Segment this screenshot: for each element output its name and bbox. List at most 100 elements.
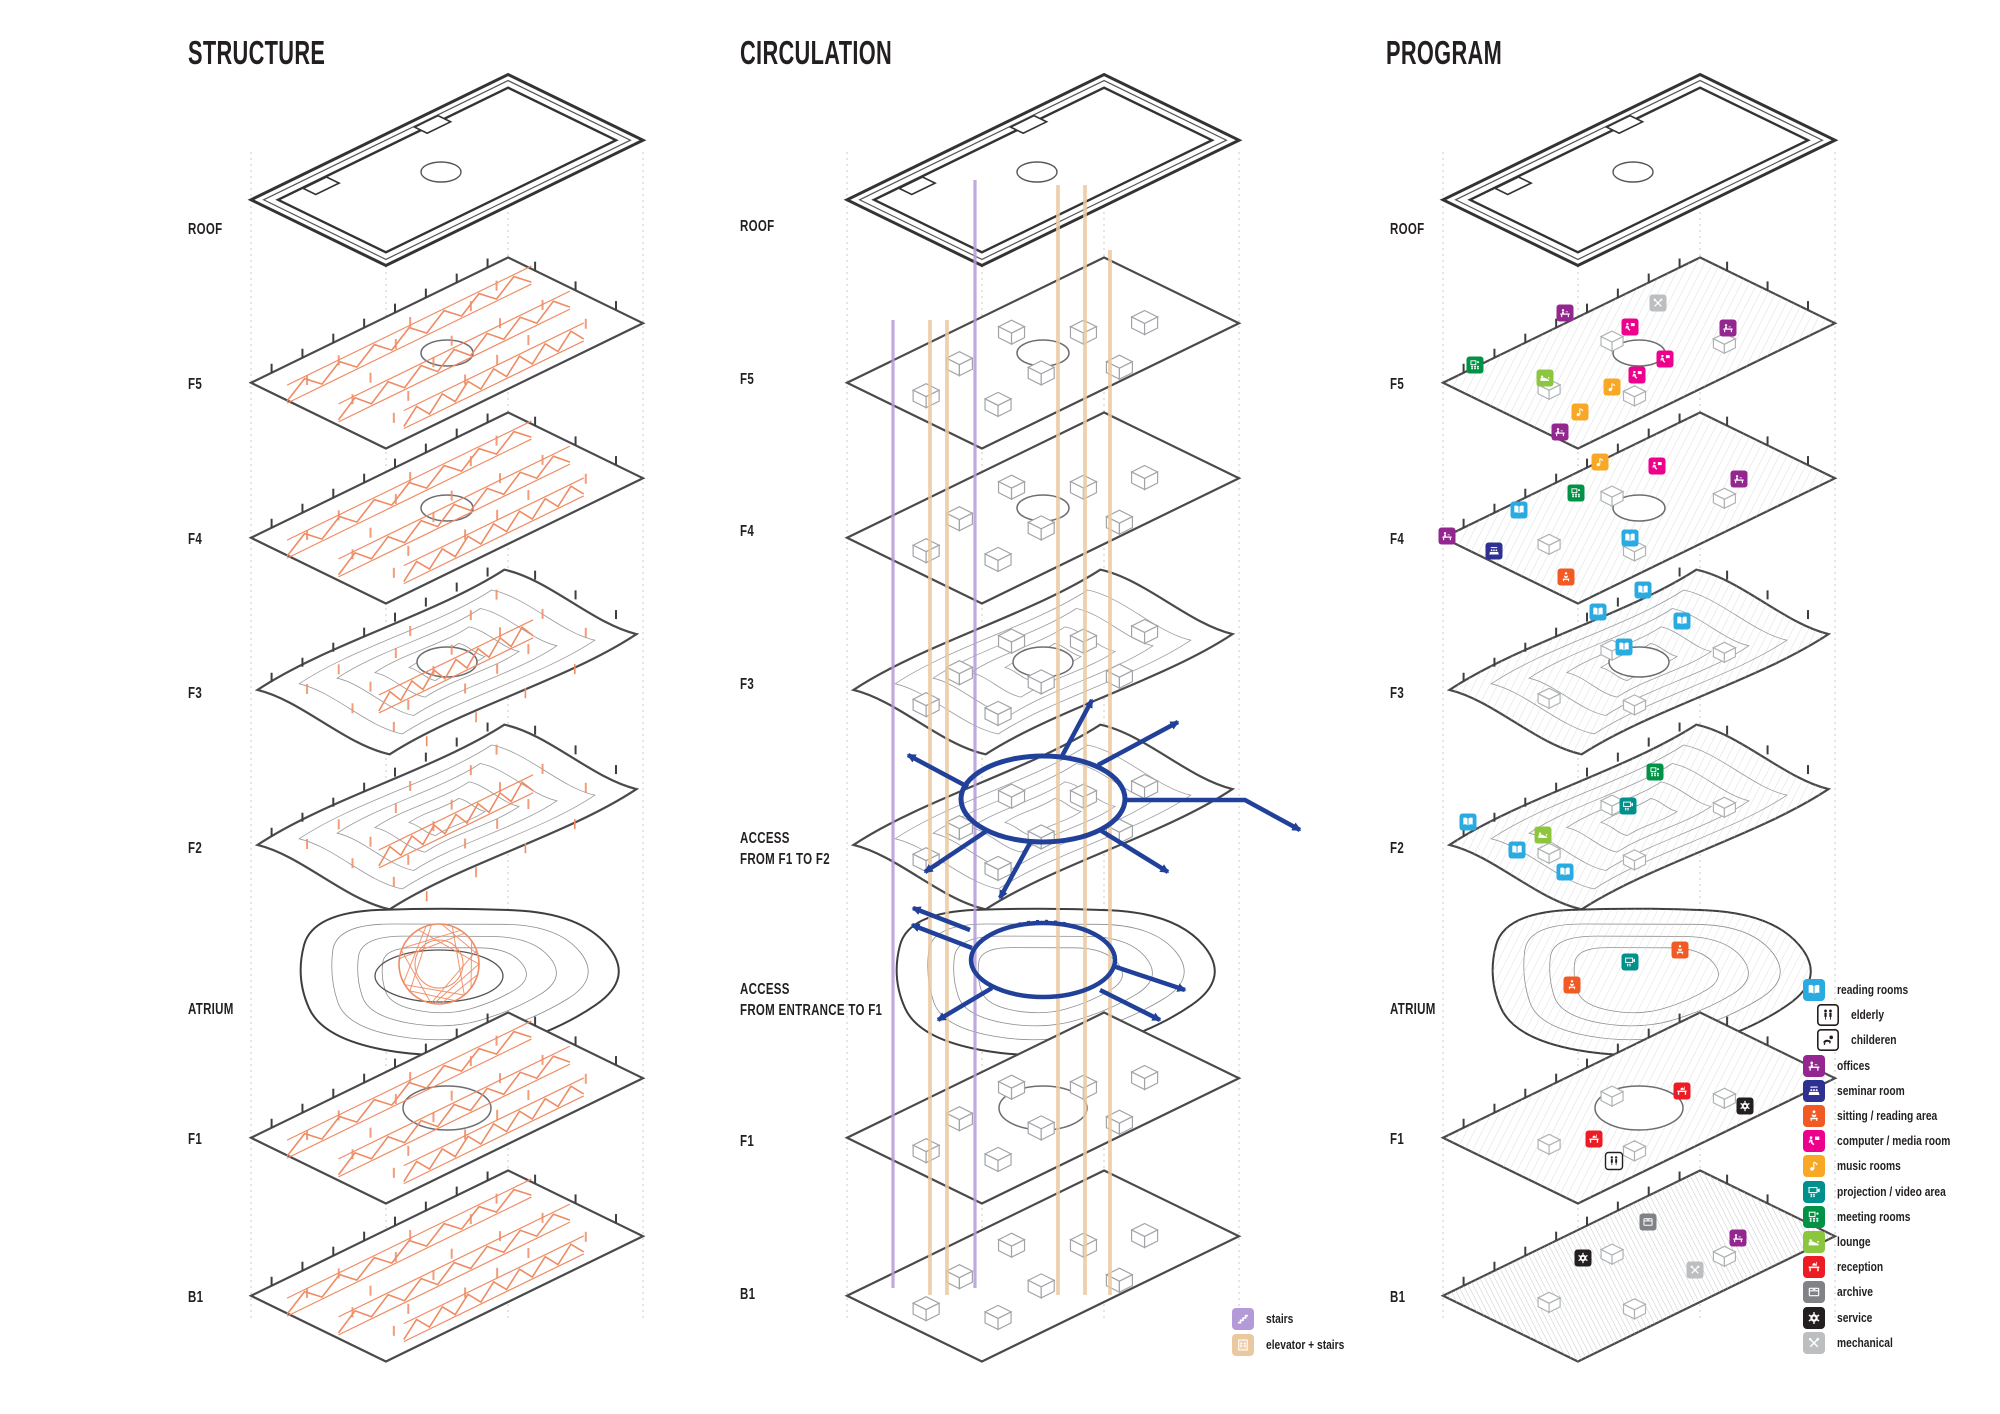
floor-label-structure-0: ROOF — [188, 221, 223, 238]
music-rooms-icon — [1803, 1155, 1825, 1178]
program-chip-mechanical — [1686, 1261, 1704, 1279]
mechanical-icon — [1803, 1331, 1825, 1354]
program-chip-service — [1574, 1249, 1592, 1267]
program-chip-projection — [1621, 953, 1639, 971]
program-chip-elderly — [1604, 1151, 1624, 1171]
program-chip-sitting — [1671, 941, 1689, 959]
floor-label-program-7: B1 — [1390, 1289, 1406, 1306]
program-chip-reading — [1615, 638, 1633, 656]
program-legend-label: archive — [1837, 1285, 1873, 1300]
program-legend-label: lounge — [1837, 1235, 1871, 1249]
access-arrows-f1-to-f2 — [906, 698, 1302, 900]
program-chip-offices — [1730, 470, 1748, 488]
floor-plate-structure-atrium — [299, 907, 620, 1056]
program-chip-offices — [1729, 1229, 1747, 1247]
program-chip-seminar — [1485, 542, 1503, 560]
program-title: PROGRAM — [1386, 34, 1503, 71]
floor-label-structure-6: F1 — [188, 1131, 203, 1148]
program-chip-archive — [1639, 1213, 1657, 1231]
program-chip-reading — [1556, 863, 1574, 881]
program-legend-label: childeren — [1851, 1033, 1897, 1048]
program-legend-row: meeting rooms — [1803, 1205, 1927, 1228]
floor-plate-circulation-f1 — [844, 1011, 1242, 1205]
floor-label-circulation-2: F4 — [740, 523, 755, 540]
floor-label-structure-2: F4 — [188, 531, 203, 548]
program-legend-label: sitting / reading area — [1837, 1109, 1938, 1123]
sitting-reading-area-icon — [1803, 1105, 1825, 1127]
program-chip-computer — [1656, 350, 1674, 368]
program-chip-lounge — [1536, 369, 1554, 387]
program-chip-offices — [1556, 304, 1574, 322]
program-chip-lounge — [1534, 826, 1552, 844]
floor-plate-program-f2 — [1446, 722, 1832, 911]
program-legend-row: reception — [1803, 1256, 1893, 1279]
archive-icon — [1803, 1281, 1825, 1304]
program-legend-label: projection / video area — [1837, 1184, 1946, 1199]
floor-label-circulation-3: F3 — [740, 676, 755, 693]
program-chip-meeting — [1466, 356, 1484, 374]
program-chip-reading — [1621, 529, 1639, 547]
floor-label-circulation-4: ACCESS FROM F1 TO F2 — [740, 830, 830, 869]
program-chip-mechanical — [1649, 294, 1667, 312]
program-chip-music — [1603, 378, 1621, 396]
program-legend-row: reading rooms — [1803, 979, 1924, 1001]
floor-label-circulation-0: ROOF — [740, 218, 775, 235]
floor-label-structure-7: B1 — [188, 1289, 204, 1306]
floor-plate-program-b1 — [1440, 1169, 1838, 1363]
program-room-chips — [1438, 294, 1754, 1279]
program-legend-row: computer / media room — [1803, 1130, 1975, 1153]
program-legend-label: mechanical — [1837, 1335, 1893, 1350]
program-chip-music — [1591, 453, 1609, 471]
program-legend-row: sitting / reading area — [1803, 1105, 1959, 1127]
program-legend-row: archive — [1803, 1281, 1881, 1304]
computer-media-room-icon — [1803, 1130, 1825, 1153]
program-chip-reading — [1589, 603, 1607, 621]
floor-label-structure-5: ATRIUM — [188, 1001, 234, 1018]
floor-plate-structure-f1 — [248, 1011, 646, 1205]
structure-title: STRUCTURE — [188, 34, 326, 71]
floor-plate-circulation-f4 — [844, 411, 1242, 605]
circulation-title: CIRCULATION — [740, 34, 893, 71]
program-legend-row: offices — [1803, 1054, 1877, 1077]
floor-plate-circulation-f5 — [844, 256, 1242, 450]
elevator-stairs-icon — [1232, 1334, 1254, 1356]
floor-label-circulation-7: B1 — [740, 1286, 756, 1303]
seminar-room-icon — [1803, 1079, 1825, 1102]
floor-plate-program-roof — [1439, 72, 1839, 268]
program-chip-offices — [1551, 423, 1569, 441]
program-chip-projection — [1619, 797, 1637, 815]
reading-rooms-icon — [1803, 979, 1825, 1001]
children-icon — [1817, 1029, 1839, 1052]
program-chip-computer — [1621, 318, 1639, 336]
floor-plate-circulation-b1 — [844, 1169, 1242, 1363]
program-legend-label: service — [1837, 1310, 1873, 1325]
access-arrows-entrance-to-f1 — [910, 905, 1187, 1023]
floor-label-program-3: F3 — [1390, 685, 1405, 702]
circulation-legend-label: elevator + stairs — [1266, 1338, 1345, 1352]
floor-label-program-6: F1 — [1390, 1131, 1405, 1148]
program-chip-sitting — [1557, 568, 1575, 586]
floor-label-program-2: F4 — [1390, 531, 1405, 548]
program-legend-label: seminar room — [1837, 1083, 1905, 1098]
floor-plate-circulation-f3 — [850, 568, 1236, 756]
floor-label-program-1: F5 — [1390, 376, 1405, 393]
floor-plate-structure-f3 — [254, 567, 640, 756]
projection-video-area-icon — [1803, 1180, 1825, 1203]
floor-plate-structure-f4 — [248, 411, 646, 605]
program-chip-service — [1736, 1097, 1754, 1115]
floor-plate-structure-roof — [247, 72, 647, 268]
program-legend-label: reading rooms — [1837, 983, 1909, 997]
circulation-legend-row: stairs — [1232, 1308, 1299, 1330]
reception-icon — [1803, 1256, 1825, 1279]
floor-plate-circulation-f2 — [850, 723, 1236, 911]
stairs-icon — [1232, 1308, 1254, 1330]
program-chip-music — [1571, 403, 1589, 421]
offices-icon — [1803, 1054, 1825, 1077]
floor-plate-structure-b1 — [248, 1169, 646, 1363]
program-legend-label: offices — [1837, 1058, 1871, 1073]
circulation-legend-label: stairs — [1266, 1312, 1294, 1326]
program-chip-offices — [1719, 319, 1737, 337]
program-chip-reading — [1634, 581, 1652, 599]
